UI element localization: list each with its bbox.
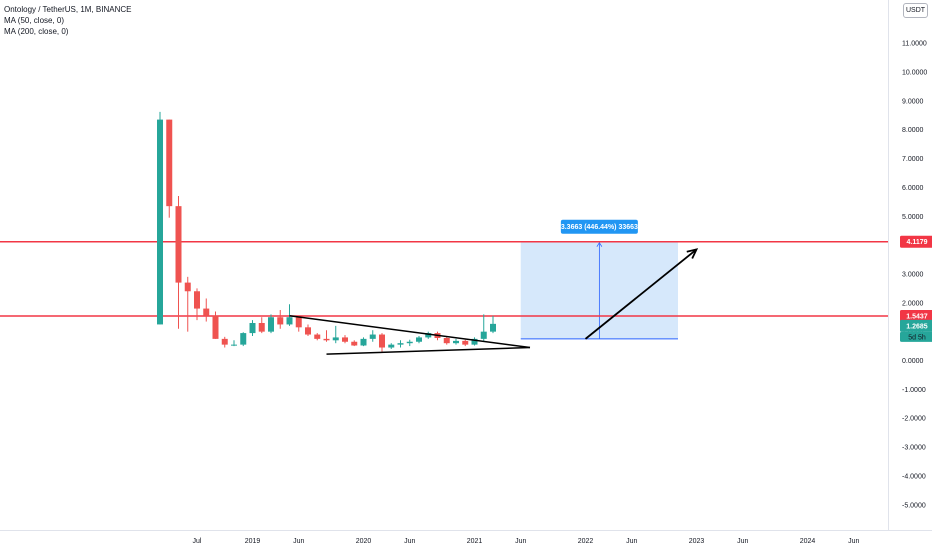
candle-body [212, 315, 219, 339]
y-tick-label: 11.0000 [902, 41, 927, 48]
x-tick-label: 2021 [467, 538, 483, 545]
y-tick-label: 6.0000 [902, 185, 924, 192]
candles [157, 111, 496, 352]
ma200-legend[interactable]: MA (200, close, 0) [4, 27, 69, 36]
candle-body [184, 282, 191, 292]
level-price-label-bg [900, 235, 932, 248]
candle-body [332, 337, 339, 341]
projection-arrow-head [596, 241, 603, 247]
x-tick-label: 2024 [800, 538, 816, 545]
candle-body [277, 317, 284, 325]
candle-body [342, 337, 348, 342]
candle-body [406, 341, 413, 344]
candle-body [231, 344, 237, 346]
candle-body [258, 322, 265, 332]
x-tick-label: Jun [515, 538, 526, 545]
x-tick-label: Jun [848, 538, 859, 545]
price-labels: 4.1179 1.5437 1.2685 5d 5h [900, 235, 932, 342]
y-tick-label: 8.0000 [902, 127, 924, 134]
x-tick-label: Jun [404, 538, 415, 545]
candle-body [194, 291, 200, 309]
y-tick-label: 5.0000 [902, 214, 924, 221]
candle-body [416, 337, 422, 342]
triangle-upper-line [289, 315, 531, 349]
y-tick-label: -3.0000 [902, 445, 926, 452]
projection-box: 3.3663 (446.44%) 33663 [520, 219, 678, 340]
candle-body [443, 337, 450, 344]
x-tick-label: Jul [193, 538, 202, 545]
candle-body [480, 331, 487, 339]
projection-label-bg [560, 219, 638, 234]
candle-body [295, 317, 302, 328]
trend-arrow-head [686, 248, 699, 259]
y-tick-label: 10.0000 [902, 70, 927, 77]
candle-body [314, 334, 321, 339]
y-tick-label: -4.0000 [902, 473, 926, 480]
level-price-label: 1.5437 [906, 313, 928, 320]
candle-body [221, 338, 228, 345]
candle-body [351, 341, 358, 346]
currency-button[interactable]: USDT [903, 3, 928, 18]
candle-body [462, 340, 469, 345]
x-tick-label: 2022 [578, 538, 594, 545]
candle-body [240, 333, 247, 345]
countdown-label: 5d 5h [908, 334, 926, 341]
y-tick-label: 2.0000 [902, 300, 924, 307]
countdown-bg [900, 331, 932, 342]
level-price-label-bg [900, 309, 932, 322]
x-tick-label: 2023 [689, 538, 705, 545]
drawings [289, 248, 699, 355]
candle-body [323, 338, 330, 341]
y-tick-label: -2.0000 [902, 416, 926, 423]
candle-body [360, 338, 367, 346]
y-tick-label: 3.0000 [902, 271, 924, 278]
candle-body [157, 119, 163, 325]
x-tick-label: Jun [626, 538, 637, 545]
y-tick-label: 9.0000 [902, 98, 924, 105]
current-price-label: 1.2685 [906, 323, 928, 330]
current-price-label-bg [900, 319, 932, 332]
x-tick-label: 2019 [245, 538, 261, 545]
candle-body [175, 206, 182, 283]
x-tick-label: Jun [737, 538, 748, 545]
x-tick-label: 2020 [356, 538, 372, 545]
candle-body [203, 308, 210, 316]
candle-body [369, 334, 376, 339]
candle-body [397, 343, 404, 345]
projection-label: 3.3663 (446.44%) 33663 [561, 224, 638, 231]
candle-body [286, 317, 293, 325]
ma50-legend[interactable]: MA (50, close, 0) [4, 16, 65, 25]
candle-body [249, 322, 256, 334]
symbol-title[interactable]: Ontology / TetherUS, 1M, BINANCE [4, 5, 132, 14]
y-tick-label: -5.0000 [902, 502, 926, 509]
candle-body [425, 333, 432, 338]
level-price-label: 4.1179 [906, 239, 927, 246]
horizontal-levels [0, 240, 888, 317]
chart-legend: Ontology / TetherUS, 1M, BINANCE MA (50,… [4, 4, 131, 37]
candle-body [490, 323, 496, 332]
y-tick-label: 7.0000 [902, 156, 924, 163]
y-tick-label: -1.0000 [902, 387, 926, 394]
candle-body [268, 317, 274, 332]
triangle-lower-line [326, 346, 531, 355]
x-tick-label: Jun [293, 538, 304, 545]
candle-body [471, 338, 478, 345]
candle-body [388, 344, 395, 348]
trend-arrow-line [584, 248, 698, 340]
y-tick-label: 0.0000 [902, 358, 924, 365]
candle-body [305, 327, 311, 335]
candle-body [453, 340, 459, 344]
candle-body [166, 119, 173, 207]
candle-body [379, 334, 385, 348]
